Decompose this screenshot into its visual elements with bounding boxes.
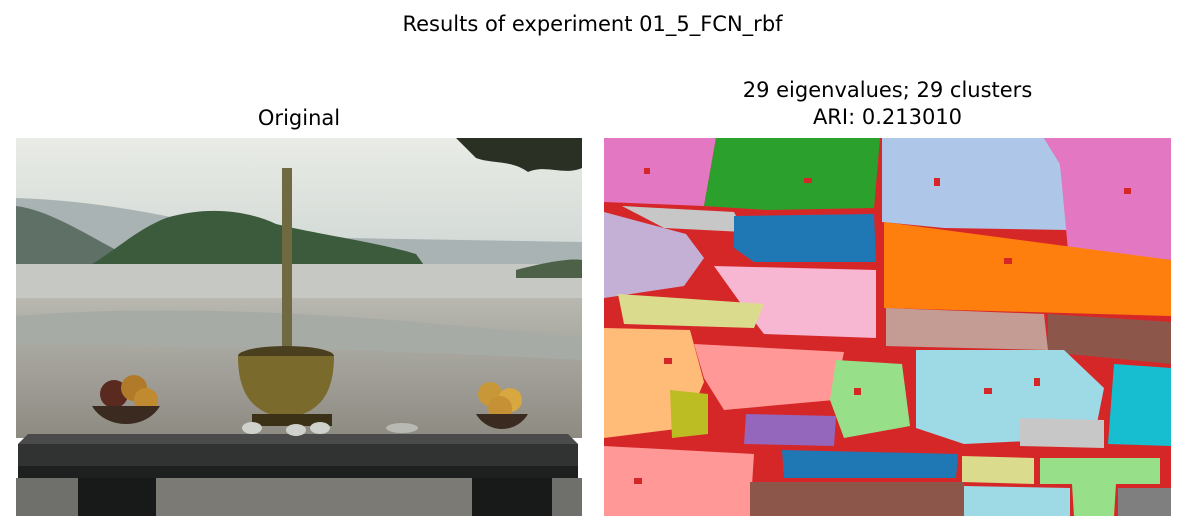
original-image [16,138,582,516]
cluster-lightblue-top [882,138,1068,230]
cluster-gray-right [1020,418,1104,448]
segmentation-panel-title: 29 eigenvalues; 29 clusters ARI: 0.21301… [604,77,1171,131]
cluster-salmon-mid [694,344,844,410]
table-leg-right [472,478,552,516]
cluster-brown-bottom [750,482,964,516]
segmentation-title-line1: 29 eigenvalues; 29 clusters [742,78,1033,102]
cup-2 [286,424,306,436]
table-top [18,434,578,444]
cluster-purple-bottom [744,414,836,446]
left-hill [16,206,116,270]
cluster-blue-bottom [782,450,958,478]
cluster-lightgreen-center [830,360,910,438]
segmentation-title-line2: ARI: 0.213010 [812,105,963,129]
censer-base [252,414,332,426]
cluster-pink-top-right [1044,138,1171,260]
dish [386,423,418,433]
cluster-lavender-left [604,212,704,298]
cup-3 [310,422,330,434]
noise-specks [634,168,1131,484]
fruit-bowl-left [92,406,160,424]
cluster-pink-top-left [604,138,716,206]
segmentation-image [604,138,1171,516]
table-apron [18,466,578,478]
censer-body [238,356,334,418]
cluster-orange-right [884,222,1171,316]
cluster-olive-left [670,390,708,438]
figure-title: Results of experiment 01_5_FCN_rbf [402,12,783,36]
fruit-left-1 [100,380,128,408]
ground-mid [156,478,472,516]
wet-sand [16,310,582,360]
ground-dark [16,478,78,516]
cluster-rosybrown-right [886,308,1048,350]
incense-stick [282,168,292,360]
cluster-lightgreen-bottom-right [1040,458,1160,516]
table-surface [18,444,578,466]
cluster-brown-right [1048,314,1171,364]
ground-right [552,478,582,516]
cup-1 [242,422,262,434]
cluster-lightgray-upper [622,206,744,232]
tree-top-right [456,138,582,172]
table-leg-left [78,478,156,516]
cluster-paleblue-bottom [964,486,1070,516]
cluster-khaki-bottom [962,456,1034,484]
cluster-blue-center [734,214,876,262]
cluster-green-top [704,138,880,210]
island [86,210,426,268]
cluster-gray-bottom-right [1118,488,1171,516]
original-panel-title: Original [257,106,341,130]
cluster-salmon-bottom-left [604,446,754,516]
cluster-khaki-left [618,294,764,328]
right-shore [516,259,582,278]
fruit-bowl-right [476,414,528,429]
cluster-cyan-right [1108,364,1171,446]
